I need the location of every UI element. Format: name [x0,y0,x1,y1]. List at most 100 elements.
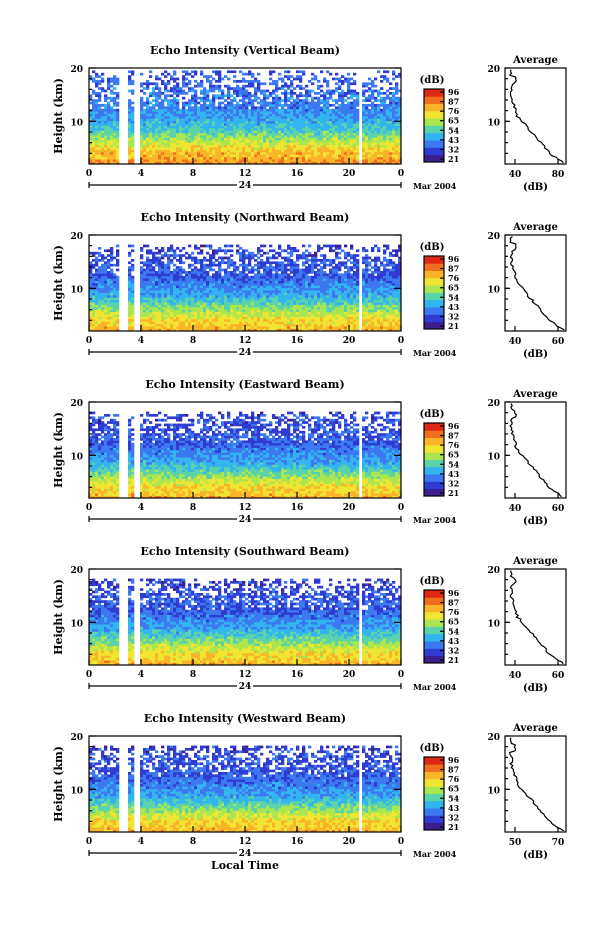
heatmap-cell [299,92,303,95]
heatmap-cell [371,96,375,100]
heatmap-cell [197,302,201,305]
heatmap-cell [260,101,264,105]
heatmap-cell [164,309,168,313]
heatmap-cell [101,309,105,313]
heatmap-cell [221,161,225,165]
heatmap-cell [131,108,135,112]
heatmap-cell [218,144,222,148]
heatmap-cell [374,125,378,129]
heatmap-cell [233,89,237,93]
heatmap-cell [164,120,168,124]
heatmap-cell [140,249,144,253]
heatmap-cell [215,128,219,131]
heatmap-cell [272,314,276,317]
heatmap-cell [248,323,252,327]
heatmap-cell [143,278,147,281]
heatmap-cell [152,113,156,117]
heatmap-cell [269,101,273,105]
heatmap-cell [281,87,285,90]
heatmap-cell [158,123,162,126]
heatmap-cell [221,302,225,305]
heatmap-cell [236,323,240,327]
heatmap-cell [185,323,189,327]
heatmap-cell [254,80,258,83]
heatmap-cell [95,285,99,289]
heatmap-cell [188,285,192,289]
heatmap-cell [140,104,144,107]
heatmap-cell [206,125,210,129]
heatmap-cell [365,159,369,162]
heatmap-cell [146,304,150,308]
heatmap-cell [227,125,231,129]
heatmap-cell [251,99,255,102]
heatmap-cell [299,75,303,78]
heatmap-cell [332,140,336,143]
heatmap-cell [167,321,171,325]
heatmap-cell [170,87,174,90]
heatmap-cell [167,108,171,112]
heatmap-cell [155,152,159,155]
heatmap-cell [101,295,105,298]
heatmap-cell [224,161,228,165]
heatmap-cell [263,118,267,122]
heatmap-cell [155,120,159,124]
heatmap-cell [152,259,156,262]
heatmap-cell [185,84,189,88]
heatmap-cell [152,275,156,279]
heatmap-cell [203,128,207,131]
heatmap-cell [323,116,327,119]
heatmap-cell [191,302,195,305]
heatmap-cell [278,137,282,141]
heatmap-cell [215,125,219,129]
heatmap-cell [140,108,144,112]
heatmap-cell [263,104,267,107]
heatmap-cell [389,123,393,126]
heatmap-cell [242,161,246,165]
heatmap-cell [341,152,345,155]
heatmap-cell [179,152,183,155]
heatmap-cell [230,307,234,310]
heatmap-cell [185,72,189,76]
heatmap-cell [248,261,252,265]
heatmap-cell [104,108,108,112]
heatmap-cell [170,295,174,298]
heatmap-cell [263,309,267,313]
heatmap-cell [275,116,279,119]
heatmap-cell [356,92,360,95]
heatmap-cell [233,137,237,141]
heatmap-cell [275,299,279,303]
heatmap-cell [275,266,279,269]
heatmap-cell [245,309,249,313]
heatmap-cell [191,256,195,260]
heatmap-cell [197,113,201,117]
heatmap-cell [308,156,312,160]
heatmap-cell [329,156,333,160]
heatmap-cell [224,120,228,124]
heatmap-cell [164,144,168,148]
heatmap-cell [233,135,237,138]
heatmap-cell [254,87,258,90]
heatmap-cell [317,159,321,162]
heatmap-cell [164,287,168,291]
heatmap-cell [377,147,381,150]
heatmap-cell [251,106,255,110]
heatmap-cell [272,104,276,107]
heatmap-cell [218,108,222,112]
heatmap-cell [164,130,168,134]
heatmap-cell [92,316,96,320]
heatmap-cell [173,132,177,136]
heatmap-cell [392,161,396,165]
heatmap-cell [143,137,147,141]
heatmap-cell [251,304,255,308]
heatmap-cell [386,132,390,136]
heatmap-cell [323,77,327,81]
heatmap-cell [140,307,144,310]
heatmap-cell [266,154,270,158]
heatmap-cell [89,94,93,98]
heatmap-cell [203,319,207,322]
heatmap-cell [206,273,210,277]
heatmap-cell [335,101,339,105]
heatmap-cell [254,280,258,284]
heatmap-cell [107,297,111,301]
heatmap-cell [221,77,225,81]
